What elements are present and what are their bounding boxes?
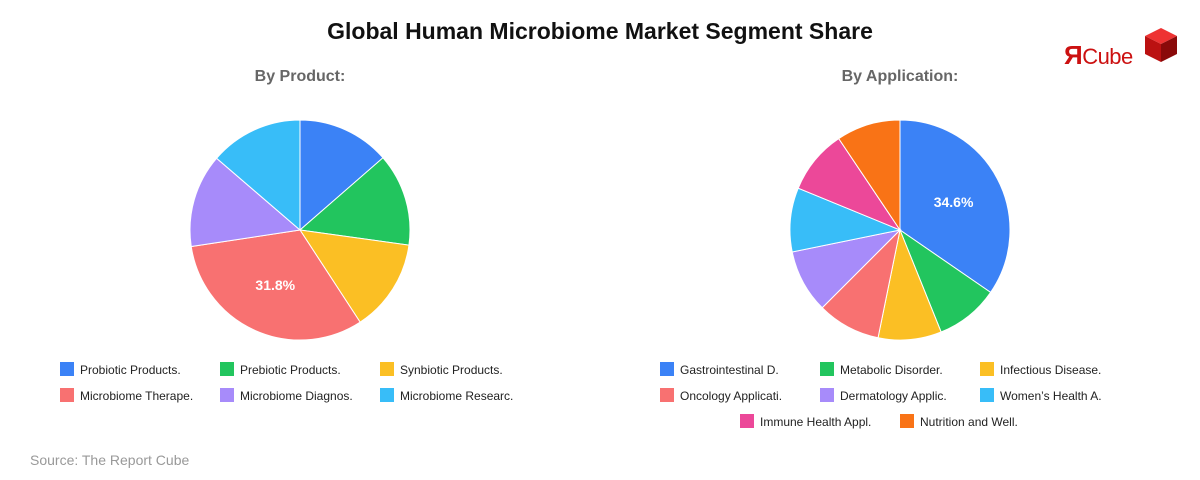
application-pie-title: By Application: (841, 68, 959, 85)
product-legend-label-3: Microbiome Therape. (80, 389, 194, 403)
application-legend-swatch-3 (660, 388, 674, 402)
product-slice-0[interactable] (299, 119, 384, 232)
chart-title: Global Human Microbiome Market Segment S… (327, 18, 873, 44)
product-slice-label-3: 31.8% (255, 277, 295, 293)
application-legend-label-4: Dermatology Applic. (840, 389, 947, 403)
logo-word: Cube (1082, 44, 1133, 69)
application-pie-chart: 34.6% (789, 119, 1011, 341)
product-legend-swatch-0 (60, 362, 74, 376)
application-legend-label-0: Gastrointestinal D. (680, 363, 779, 377)
product-pie-chart: 31.8% (189, 119, 411, 341)
application-slice-0[interactable] (899, 119, 1011, 294)
product-legend-swatch-3 (60, 388, 74, 402)
product-legend-swatch-1 (220, 362, 234, 376)
application-legend-label-3: Oncology Applicati. (680, 389, 783, 403)
product-legend-swatch-4 (220, 388, 234, 402)
application-legend-swatch-7 (900, 414, 914, 428)
application-legend-swatch-2 (980, 362, 994, 376)
product-legend-label-1: Prebiotic Products. (240, 363, 341, 377)
product-slice-5[interactable] (215, 119, 301, 232)
product-slice-2[interactable] (298, 229, 410, 323)
application-legend-swatch-6 (740, 414, 754, 428)
application-legend-label-6: Immune Health Appl. (760, 415, 872, 429)
logo-r-glyph: Я (1064, 40, 1083, 70)
report-cube-logo: ЯCube (1058, 26, 1182, 82)
product-legend-label-5: Microbiome Researc. (400, 389, 514, 403)
application-legend-swatch-1 (820, 362, 834, 376)
application-slice-label-0: 34.6% (934, 194, 974, 210)
application-legend-swatch-0 (660, 362, 674, 376)
product-slice-3[interactable] (190, 229, 361, 341)
application-legend-label-1: Metabolic Disorder. (840, 363, 943, 377)
source-note: Source: The Report Cube (30, 452, 190, 468)
product-slice-4[interactable] (189, 157, 302, 248)
product-legend: Probiotic Products. Prebiotic Products. Sy… (60, 362, 560, 422)
product-legend-swatch-2 (380, 362, 394, 376)
product-legend-label-4: Microbiome Diagnos. (240, 389, 353, 403)
application-slice-7[interactable] (838, 119, 901, 232)
application-legend: Gastrointestinal D. Metabolic Disorder. In… (660, 362, 1160, 432)
product-legend-label-2: Synbiotic Products. (400, 363, 503, 377)
product-legend-swatch-5 (380, 388, 394, 402)
application-legend-swatch-5 (980, 388, 994, 402)
application-legend-label-2: Infectious Disease. (1000, 363, 1102, 377)
application-legend-swatch-4 (820, 388, 834, 402)
application-legend-label-7: Nutrition and Well. (920, 415, 1018, 429)
application-legend-label-5: Women’s Health A. (1000, 389, 1102, 403)
product-pie-title: By Product: (254, 68, 346, 85)
product-slice-1[interactable] (298, 157, 411, 246)
cube-icon (1145, 28, 1177, 62)
logo-text: ЯCube (1064, 40, 1133, 71)
product-legend-label-0: Probiotic Products. (80, 363, 181, 377)
